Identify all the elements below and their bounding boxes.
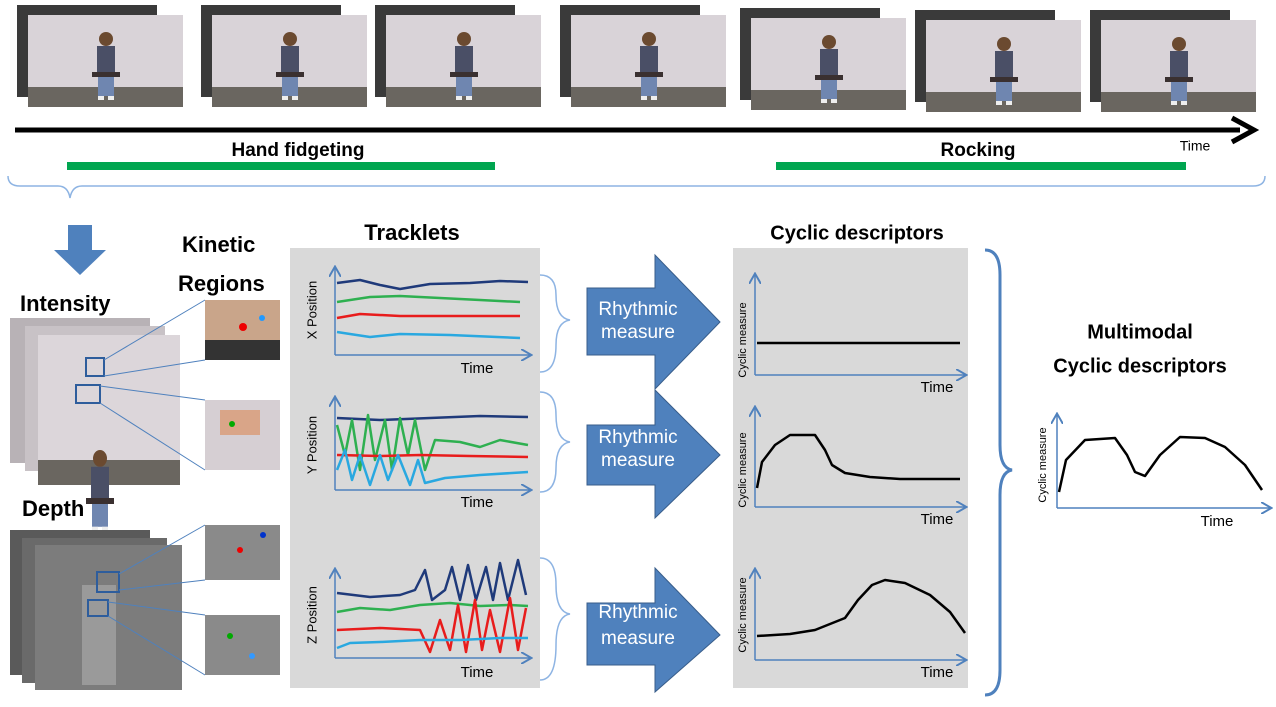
x-label: Time [461, 360, 494, 377]
x-label: Time [461, 494, 494, 511]
timeline: Time Hand fidgeting Rocking [8, 118, 1265, 198]
rhythmic-label: measure [601, 628, 675, 649]
segment-label: Rocking [941, 140, 1016, 161]
segment-bar [776, 162, 1186, 170]
page: {"timeline": {"axis_label": "Time", "seg… [0, 0, 1276, 707]
cyclic-title: Cyclic descriptors [770, 222, 943, 244]
y-label: Z Position [304, 586, 319, 644]
rhythmic-label: measure [601, 450, 675, 471]
y-label: Cyclic measure [737, 432, 749, 507]
rhythmic-arrows: Rhythmic measure Rhythmic measure Rhythm… [587, 255, 720, 692]
diagram: Time Hand fidgeting Rocking Intensity Ki… [0, 0, 1276, 707]
rhythmic-label: Rhythmic [598, 299, 677, 320]
x-label: Time [921, 664, 954, 681]
tracklets-title: Tracklets [364, 220, 459, 245]
inputs: Intensity Kinetic Regions Depth [10, 232, 280, 690]
y-label: Cyclic measure [737, 577, 749, 652]
rhythmic-label: Rhythmic [598, 602, 677, 623]
y-label: Y Position [304, 416, 319, 474]
kinetic-label: Regions [178, 271, 265, 296]
rhythmic-label: Rhythmic [598, 427, 677, 448]
y-label: Cyclic measure [737, 302, 749, 377]
segment-bar [67, 162, 495, 170]
multimodal-title: Multimodal [1087, 321, 1193, 343]
rhythmic-label: measure [601, 322, 675, 343]
segment-label: Hand fidgeting [232, 140, 365, 161]
x-label: Time [921, 511, 954, 528]
down-arrow [54, 225, 106, 275]
video-frames [17, 5, 1256, 112]
x-label: Time [921, 379, 954, 396]
time-label: Time [1180, 138, 1211, 154]
x-label: Time [1201, 513, 1234, 530]
depth-label: Depth [22, 496, 84, 521]
multimodal-title: Cyclic descriptors [1053, 355, 1226, 377]
cyclic-descriptors: Cyclic descriptors Cyclic measure Time C… [733, 222, 1012, 695]
tracklets: Tracklets X Position Time Y Position Tim… [290, 220, 570, 688]
x-label: Time [461, 664, 494, 681]
multimodal: Multimodal Cyclic descriptors Cyclic mea… [1037, 321, 1270, 530]
y-label: Cyclic measure [1037, 427, 1049, 502]
kinetic-label: Kinetic [182, 232, 255, 257]
intensity-label: Intensity [20, 291, 111, 316]
y-label: X Position [304, 281, 319, 340]
